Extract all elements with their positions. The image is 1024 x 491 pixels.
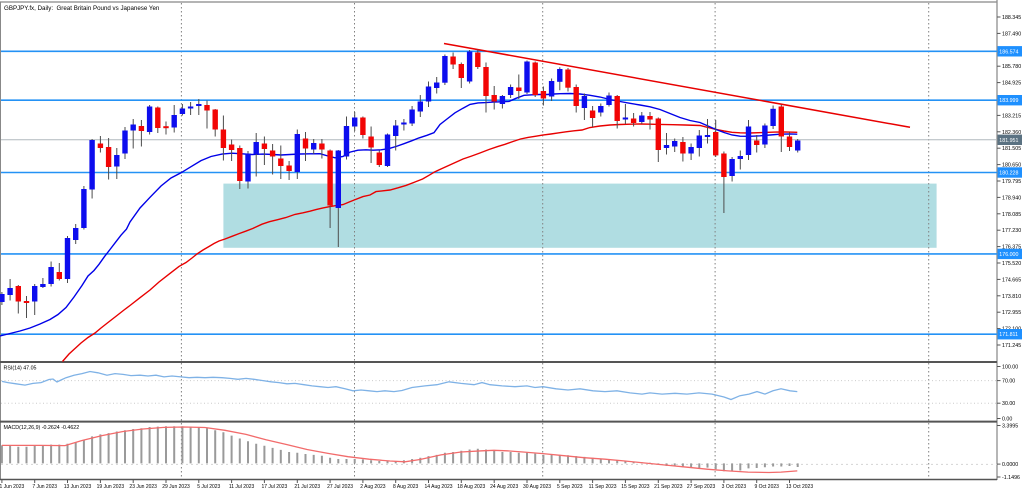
svg-text:177.230: 177.230 [1002,228,1021,234]
svg-text:176.000: 176.000 [999,252,1018,258]
svg-text:9 Oct 2023: 9 Oct 2023 [754,484,779,490]
svg-text:24 Aug 2023: 24 Aug 2023 [490,484,518,490]
svg-text:188.345: 188.345 [1002,15,1021,21]
svg-text:11 Sep 2023: 11 Sep 2023 [589,484,617,490]
svg-text:180.650: 180.650 [1002,163,1021,169]
svg-text:17 Jul 2023: 17 Jul 2023 [261,484,287,490]
svg-text:181.505: 181.505 [1002,146,1021,152]
svg-text:18 Aug 2023: 18 Aug 2023 [457,484,485,490]
svg-text:5 Jul 2023: 5 Jul 2023 [197,484,220,490]
svg-text:171.811: 171.811 [999,332,1018,338]
svg-text:180.228: 180.228 [999,171,1018,177]
svg-text:15 Sep 2023: 15 Sep 2023 [621,484,650,490]
svg-text:RSI(14) 47.05: RSI(14) 47.05 [4,366,37,372]
svg-text:187.490: 187.490 [1002,31,1021,37]
svg-text:181.951: 181.951 [999,138,1018,144]
svg-text:182.360: 182.360 [1002,130,1021,136]
svg-text:183.999: 183.999 [999,98,1018,104]
svg-text:0.0000: 0.0000 [1002,462,1018,468]
svg-text:183.215: 183.215 [1002,113,1021,119]
svg-text:70.00: 70.00 [1002,379,1015,385]
svg-text:11 Jul 2023: 11 Jul 2023 [229,484,255,490]
svg-text:29 Jun 2023: 29 Jun 2023 [162,484,190,490]
svg-text:21 Sep 2023: 21 Sep 2023 [654,484,683,490]
svg-text:GBPJPY.fx, Daily: Great Brita: GBPJPY.fx, Daily: Great Britain Pound vs… [4,5,160,12]
svg-text:23 Jun 2023: 23 Jun 2023 [129,484,157,490]
svg-text:1 Jun 2023: 1 Jun 2023 [0,484,24,490]
svg-text:176.375: 176.375 [1002,245,1021,251]
svg-text:184.925: 184.925 [1002,81,1021,87]
svg-text:MACD(12,26,9) -0.2624 -0.4622: MACD(12,26,9) -0.2624 -0.4622 [4,425,80,431]
svg-text:2 Aug 2023: 2 Aug 2023 [360,484,386,490]
svg-text:21 Jul 2023: 21 Jul 2023 [294,484,320,490]
svg-text:179.795: 179.795 [1002,179,1021,185]
svg-text:30.00: 30.00 [1002,401,1015,407]
svg-text:178.085: 178.085 [1002,212,1021,218]
svg-text:100.00: 100.00 [1002,365,1018,371]
svg-text:3 Oct 2023: 3 Oct 2023 [722,484,747,490]
svg-text:30 Aug 2023: 30 Aug 2023 [523,484,551,490]
svg-text:5 Sep 2023: 5 Sep 2023 [557,484,583,490]
svg-text:174.665: 174.665 [1002,277,1021,283]
svg-text:0.00: 0.00 [1002,417,1012,423]
svg-text:27 Sep 2023: 27 Sep 2023 [687,484,716,490]
svg-text:27 Jul 2023: 27 Jul 2023 [327,484,353,490]
svg-text:185.780: 185.780 [1002,64,1021,70]
svg-text:8 Aug 2023: 8 Aug 2023 [393,484,419,490]
svg-text:19 Jun 2023: 19 Jun 2023 [97,484,125,490]
svg-text:186.574: 186.574 [999,49,1018,55]
svg-text:173.810: 173.810 [1002,294,1021,300]
svg-text:178.940: 178.940 [1002,195,1021,201]
svg-text:7 Jun 2023: 7 Jun 2023 [32,484,57,490]
svg-text:-1.1496: -1.1496 [1002,475,1020,481]
svg-text:175.520: 175.520 [1002,261,1021,267]
svg-text:13 Jun 2023: 13 Jun 2023 [64,484,92,490]
svg-text:3.3995: 3.3995 [1002,424,1018,430]
svg-text:13 Oct 2023: 13 Oct 2023 [786,484,813,490]
svg-text:171.245: 171.245 [1002,343,1021,349]
svg-text:14 Aug 2023: 14 Aug 2023 [424,484,452,490]
svg-text:172.955: 172.955 [1002,310,1021,316]
